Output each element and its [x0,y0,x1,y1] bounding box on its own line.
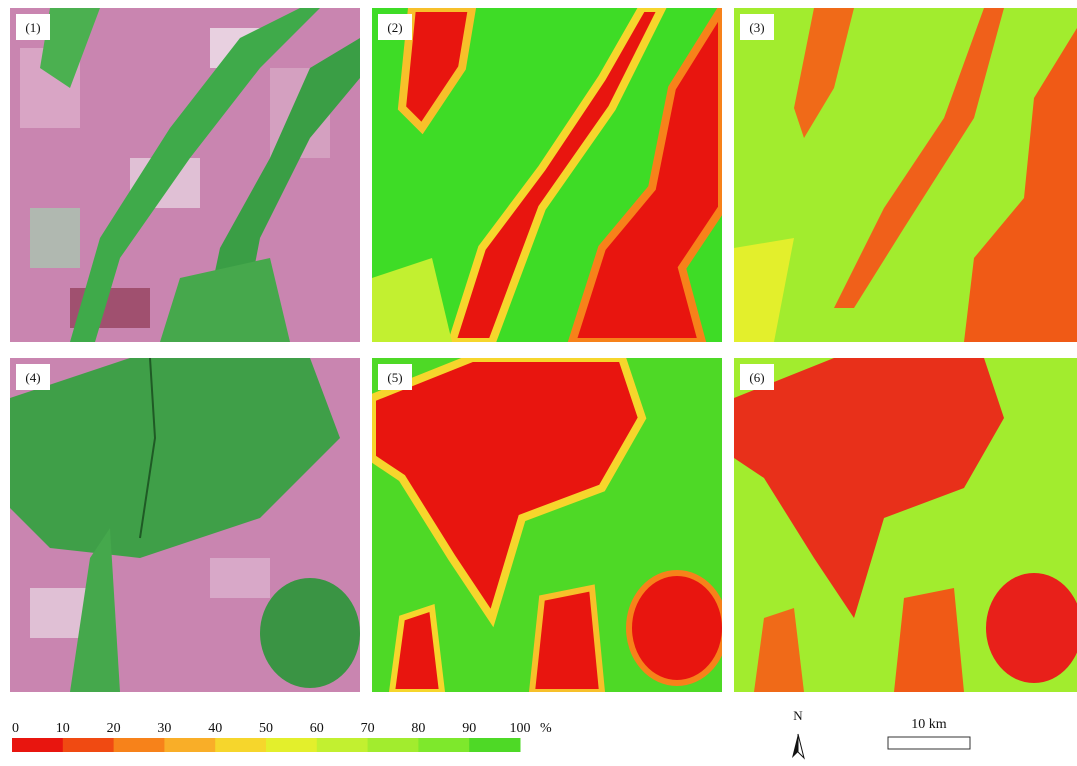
legend-tick-label: 50 [259,721,273,736]
legend-tick-label: 20 [107,721,121,736]
legend-swatch [215,738,266,752]
legend-tick-label: 70 [361,721,375,736]
legend-tick-label: 100 [510,721,531,736]
legend-tick-label: 80 [411,721,425,736]
legend-swatch [418,738,469,752]
map-panel [734,8,1077,342]
legend-swatch [317,738,368,752]
panel-label: (4) [25,370,40,385]
north-label: N [793,708,803,723]
map-panel [10,358,360,692]
map-panel [372,358,725,692]
panel-label: (5) [387,370,402,385]
legend-swatch [114,738,165,752]
legend-swatch [12,738,63,752]
map-panel [372,8,722,342]
scale-bar [888,737,970,749]
legend-tick-label: 0 [12,721,19,736]
legend-swatch [164,738,215,752]
figure: (1) (2) (3) (4) (5) (6) 0 10 20 30 40 50 60 70 80 90 100… [0,0,1077,761]
legend-swatch [63,738,114,752]
legend-swatch [368,738,419,752]
legend-tick-label: 40 [208,721,222,736]
scale-label: 10 km [911,717,947,732]
panel-label: (2) [387,20,402,35]
map-panel [10,8,360,342]
legend-tick-label: 30 [157,721,171,736]
panel-label: (3) [749,20,764,35]
legend-tick-label: 60 [310,721,324,736]
legend-swatch [469,738,520,752]
north-arrow [792,734,804,758]
legend-tick-label: 10 [56,721,70,736]
legend-tick-label: 90 [462,721,476,736]
map-panel [734,358,1077,692]
legend-swatch [266,738,317,752]
legend-unit: % [540,721,552,736]
panel-label: (6) [749,370,764,385]
panel-label: (1) [25,20,40,35]
